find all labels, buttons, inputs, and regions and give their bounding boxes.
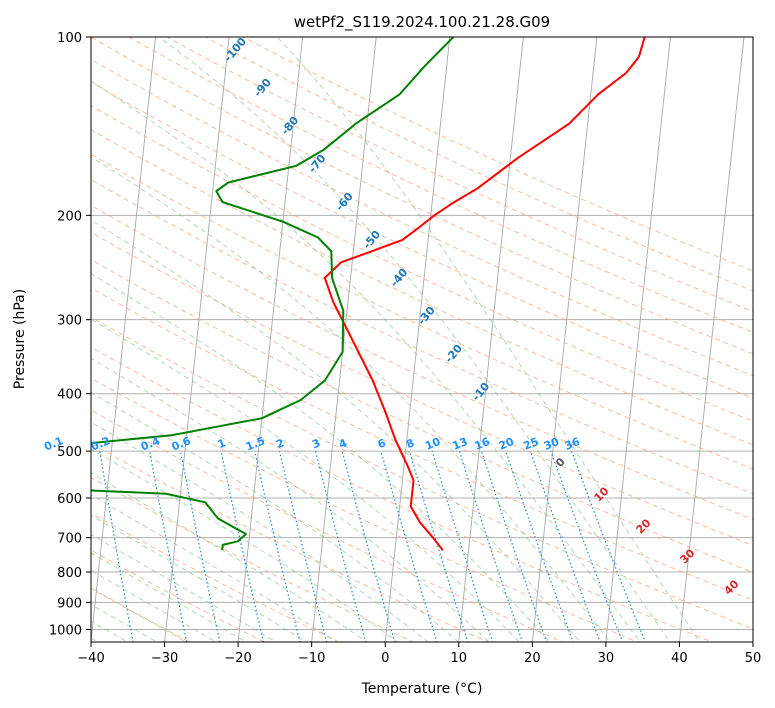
isotherm-line: [91, 37, 156, 642]
isotherm-line: [237, 37, 304, 642]
y-tick-label: 700: [57, 532, 82, 547]
x-tick-label: −30: [151, 651, 178, 666]
moist-adiabats: [91, 37, 701, 642]
x-tick-label: 0: [381, 651, 389, 666]
chart-title: wetPf2_S119.2024.100.21.28.G09: [294, 13, 550, 32]
x-tick-label: −40: [77, 651, 104, 666]
y-tick-label: 200: [57, 209, 82, 224]
mixing-ratio-label: 3: [310, 436, 322, 451]
mixing-ratio-lines: [99, 450, 646, 642]
moist-adiabat-line: [91, 391, 460, 642]
mixing-ratio-line: [220, 450, 265, 642]
mixing-ratio-label: 30: [542, 435, 561, 453]
y-tick-label: 400: [57, 388, 82, 403]
x-tick-label: 50: [745, 651, 762, 666]
isotherm-line: [164, 37, 230, 642]
moist-adiabat-line: [276, 37, 701, 642]
mixing-ratio-line: [505, 450, 574, 642]
mixing-ratio-label: 16: [473, 435, 492, 453]
dry-adiabats: [91, 37, 753, 642]
moist-adiabat-line: [91, 448, 399, 642]
moist-adiabat-line: [91, 273, 551, 642]
dry-adiabat-line: [166, 37, 753, 313]
mixing-ratio-line: [380, 450, 438, 642]
plot-frame: [90, 36, 754, 643]
x-tick-label: 10: [451, 651, 468, 666]
temperature-profile-line: [323, 37, 646, 551]
y-tick-label: 1000: [49, 623, 82, 638]
y-axis-label: Pressure (hPa): [12, 289, 28, 389]
mixing-ratio-line: [149, 450, 188, 642]
y-tick-label: 300: [57, 314, 82, 329]
dry-adiabat-line: [91, 81, 753, 399]
y-axis-ticks: 1000 900 800 700 600 500 400 300 200 100: [49, 31, 91, 638]
x-tick-label: −10: [298, 651, 325, 666]
dry-adiabat-line: [91, 442, 490, 642]
x-axis-ticks: −40 −30 −20 −10 0 10 20 30 40 50: [77, 642, 761, 666]
moist-adiabat-line: [91, 80, 641, 642]
y-tick-label: 600: [57, 492, 82, 507]
isotherm-line: [384, 37, 451, 642]
isotherm-line: [605, 37, 671, 642]
isotherm-line: [531, 37, 598, 642]
isotherm-line: [0, 10, 11, 654]
x-axis-label: Temperature (°C): [361, 681, 483, 697]
moist-adiabat-line: [91, 219, 581, 642]
mixing-ratio-line: [408, 450, 469, 642]
moist-adiabat-line: [91, 318, 521, 642]
y-tick-label: 500: [57, 445, 82, 460]
moist-adiabat-line: [91, 156, 611, 642]
moist-adiabat-line: [91, 472, 368, 642]
mixing-ratio-line: [529, 450, 601, 642]
dry-adiabat-line: [91, 477, 415, 642]
moist-adiabat-line: [91, 569, 218, 642]
moist-adiabat-line: [91, 494, 338, 642]
mixing-ratio-label: 20: [497, 435, 516, 453]
y-tick-label: 100: [57, 31, 82, 46]
dry-adiabat-line: [91, 287, 753, 601]
mixing-ratio-line: [254, 450, 301, 642]
dewpoint-profile-line: [91, 37, 455, 551]
moist-adiabat-line: [91, 533, 277, 642]
x-tick-label: 40: [671, 651, 688, 666]
mixing-ratio-label: 36: [563, 435, 582, 453]
moist-adiabat-line: [91, 552, 247, 642]
moist-adiabat-line: [158, 37, 671, 642]
x-tick-label: −20: [224, 651, 251, 666]
mixing-ratio-line: [550, 450, 624, 642]
moist-adiabat-line: [91, 514, 308, 642]
mixing-ratio-label: 13: [451, 435, 470, 453]
mixing-ratio-label: 25: [522, 435, 541, 453]
skewed-isotherms: [0, 10, 753, 654]
mixing-ratio-line: [278, 450, 328, 642]
y-tick-label: 900: [57, 596, 82, 611]
dry-adiabat-line: [91, 179, 753, 495]
isotherm-line: [458, 37, 524, 642]
y-tick-label: 800: [57, 566, 82, 581]
plot-area: [91, 37, 753, 642]
x-tick-label: 20: [524, 651, 541, 666]
mixing-ratio-label: 2: [274, 436, 286, 451]
mixing-ratio-line: [179, 450, 221, 642]
profile-series: [91, 37, 646, 551]
isotherm-line: [311, 37, 377, 642]
dry-adiabat-line: [91, 58, 753, 377]
mixing-ratio-line: [571, 450, 646, 642]
mixing-ratio-label: 8: [404, 436, 416, 451]
mixing-ratio-line: [315, 450, 367, 642]
isotherm-line: [752, 637, 753, 642]
dry-adiabat-line: [91, 259, 753, 574]
mixing-ratio-label: 1: [216, 436, 228, 451]
dry-adiabat-line: [91, 105, 753, 422]
dry-adiabat-line: [91, 512, 341, 642]
dry-adiabat-line: [91, 37, 753, 355]
x-tick-label: 30: [598, 651, 615, 666]
mixing-ratio-label: 10: [423, 435, 442, 453]
dry-adiabat-line: [242, 37, 753, 272]
